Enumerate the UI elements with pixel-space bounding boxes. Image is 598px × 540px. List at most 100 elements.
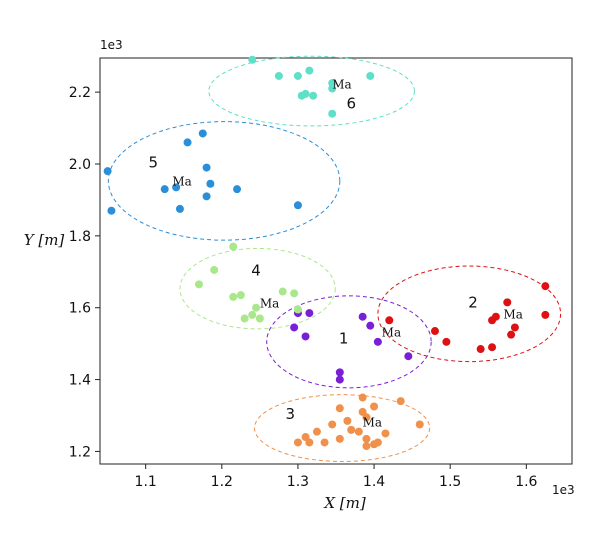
x-tick-label: 1.2 [211, 474, 233, 490]
y-tick-label: 1.4 [69, 373, 91, 389]
cluster-2-point [442, 337, 451, 346]
plot-area [99, 57, 573, 465]
cluster-1-point [290, 323, 299, 332]
cluster-3-point [354, 427, 363, 436]
y-tick-label: 2.0 [69, 157, 91, 173]
cluster-1-point [366, 321, 375, 330]
cluster-1-number: 1 [339, 330, 349, 348]
cluster-6-point [305, 66, 314, 75]
cluster-5-point [107, 206, 116, 215]
cluster-3-point [343, 416, 352, 425]
x-axis-label: X [m] [323, 494, 366, 512]
cluster-6-point [274, 71, 283, 80]
cluster-5-point [233, 185, 242, 194]
cluster-2-point [430, 327, 439, 336]
cluster-5-point [206, 179, 215, 188]
cluster-ellipses [107, 55, 562, 462]
cluster-3-point [358, 393, 367, 402]
cluster-3-point [335, 404, 344, 413]
cluster-3-center-label: Ma [363, 415, 382, 429]
y-tick-label: 1.2 [69, 444, 91, 460]
x-tick-label: 1.1 [135, 474, 157, 490]
cluster-3-point [381, 429, 390, 438]
cluster-1-point [404, 352, 413, 361]
cluster-6-point [301, 89, 310, 98]
cluster-6-point [366, 71, 375, 80]
data-points [103, 55, 550, 451]
cluster-2-ellipse [377, 265, 562, 363]
cluster-labels: 1 Ma 2 Ma 3 Ma 4 Ma 5 Ma 6 Ma [149, 78, 523, 430]
cluster-1-point [335, 368, 344, 377]
cluster-3-point [362, 434, 371, 443]
cluster-2-center-label: Ma [503, 307, 522, 321]
x-tick-label: 1.6 [515, 474, 537, 490]
y-tick-label: 1.6 [69, 301, 91, 317]
cluster-4-point [252, 303, 261, 312]
cluster-4-point [293, 305, 302, 314]
cluster-2-point [491, 312, 500, 321]
cluster-6-point [328, 84, 337, 93]
cluster-4-number: 4 [251, 261, 261, 279]
cluster-4-point [248, 310, 257, 319]
plot-frame [99, 57, 573, 465]
cluster-3-point [370, 402, 379, 411]
y-axis-multiplier: 1e3 [100, 38, 123, 52]
cluster-6-point [309, 91, 318, 100]
cluster-1-center-label: Ma [382, 325, 401, 339]
cluster-5-center-label: Ma [172, 175, 191, 189]
cluster-4-center-label: Ma [260, 297, 279, 311]
cluster-2-point [541, 282, 550, 291]
cluster-2-point [385, 316, 394, 325]
cluster-4-ellipse [179, 247, 336, 330]
cluster-5-point [103, 167, 112, 176]
cluster-5-ellipse [107, 121, 341, 241]
cluster-1-point [335, 375, 344, 384]
cluster-1-point [305, 309, 314, 318]
cluster-2-number: 2 [468, 294, 478, 312]
cluster-4-point [210, 265, 219, 274]
cluster-3-point [301, 433, 310, 442]
cluster-3-number: 3 [286, 405, 296, 423]
x-axis-ticks: 1.1 1.2 1.3 1.4 1.5 1.6 [135, 464, 538, 490]
cluster-3-ellipse [254, 394, 431, 462]
cluster-6-point [248, 55, 257, 64]
cluster-6-center-label: Ma [332, 78, 351, 92]
cluster-3-point [362, 442, 371, 451]
cluster-2-point [503, 298, 512, 307]
y-tick-label: 1.8 [69, 229, 91, 245]
y-axis-ticks: 1.2 1.4 1.6 1.8 2.0 2.2 [69, 85, 100, 460]
cluster-3-point [328, 420, 337, 429]
cluster-6-point [293, 71, 302, 80]
x-axis-multiplier: 1e3 [552, 483, 575, 497]
cluster-4-point [278, 287, 287, 296]
cluster-5-point [172, 183, 181, 192]
cluster-5-point [160, 185, 169, 194]
cluster-5-point [175, 204, 184, 213]
x-tick-label: 1.4 [363, 474, 385, 490]
cluster-5-point [293, 201, 302, 210]
cluster-1-point [358, 312, 367, 321]
y-tick-label: 2.2 [69, 85, 91, 101]
cluster-4-point [229, 292, 238, 301]
cluster-3-point [293, 438, 302, 447]
cluster-4-point [229, 242, 238, 251]
cluster-5-point [202, 163, 211, 172]
cluster-3-point [373, 438, 382, 447]
cluster-4-point [290, 289, 299, 298]
x-tick-label: 1.3 [287, 474, 309, 490]
cluster-5-point [202, 192, 211, 201]
cluster-5-point [183, 138, 192, 147]
cluster-4-point [255, 314, 264, 323]
cluster-1-ellipse [266, 295, 432, 389]
cluster-2-point [510, 323, 519, 332]
cluster-4-point [236, 291, 245, 300]
cluster-2-point [507, 330, 516, 339]
cluster-3-point [396, 397, 405, 406]
cluster-4-point [194, 280, 203, 289]
cluster-2-point [476, 345, 485, 354]
x-tick-label: 1.5 [439, 474, 461, 490]
cluster-4-point [240, 314, 249, 323]
cluster-3-point [415, 420, 424, 429]
y-axis-label: Y [m] [24, 231, 65, 249]
